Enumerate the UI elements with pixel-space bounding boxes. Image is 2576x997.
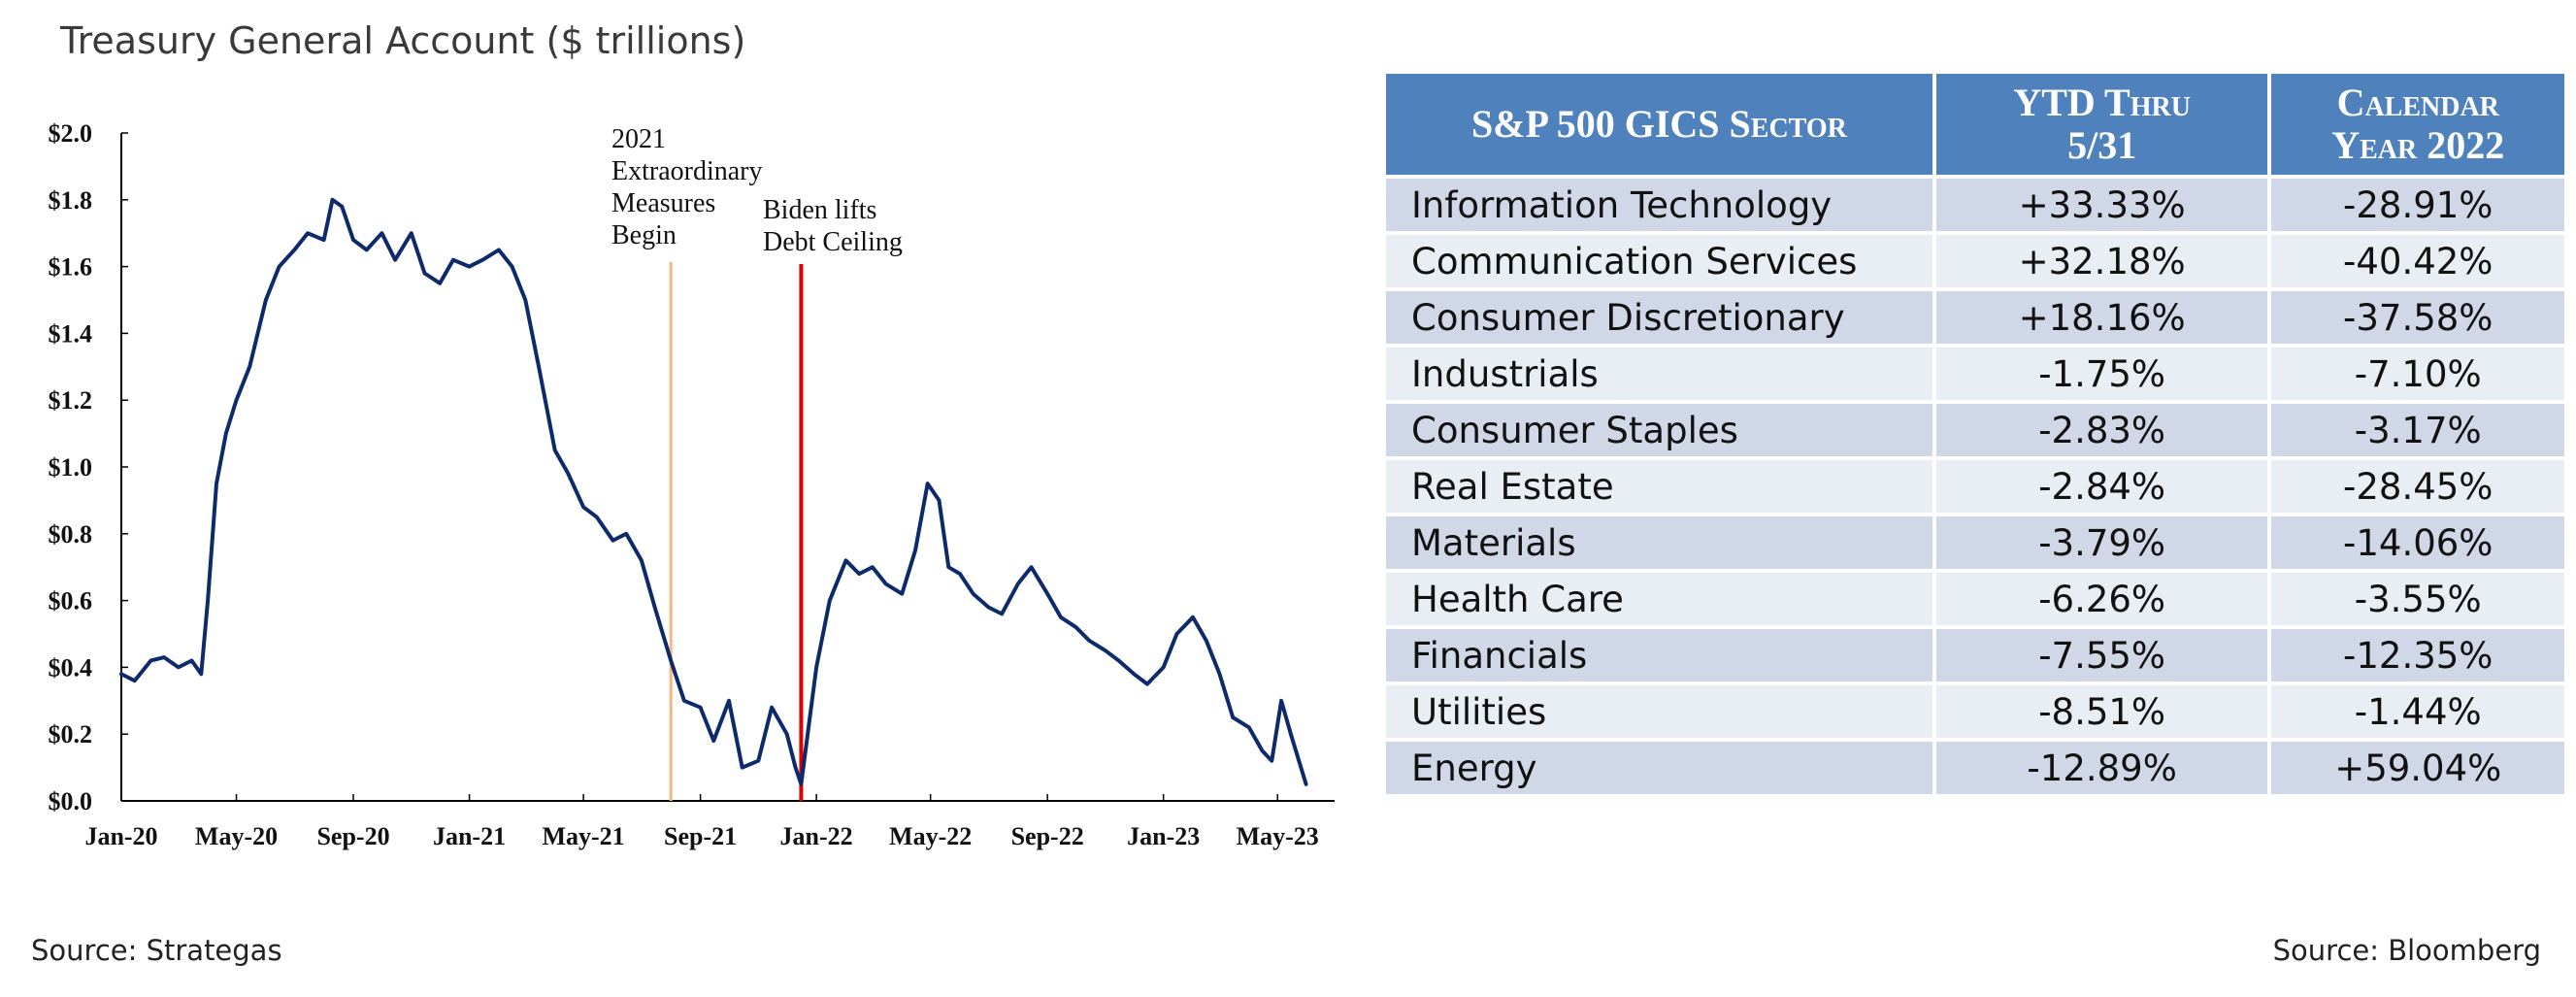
x-tick-label: Sep-21 [664,822,737,850]
sector-name: Industrials [1386,348,1932,400]
table-header-row: S&P 500 GICS Sector YTD Thru 5/31 Calenda… [1386,74,2564,175]
calendar-header-line2: Year 2022 [2331,123,2505,167]
ytd-return: -12.89% [1935,742,2268,794]
calendar-return: -12.35% [2271,629,2564,681]
calendar-return: -37.58% [2271,291,2564,344]
x-tick-label: May-22 [889,822,972,850]
x-tick-label: Jan-20 [84,822,157,850]
ytd-return: +18.16% [1935,291,2268,344]
sector-name: Materials [1386,516,1932,569]
calendar-return: -28.91% [2271,179,2564,231]
x-tick-label: Jan-23 [1127,822,1200,850]
calendar-return: -7.10% [2271,348,2564,400]
sector-column-header: S&P 500 GICS Sector [1386,74,1932,175]
ytd-return: -2.83% [1935,404,2268,456]
calendar-return: -3.17% [2271,404,2564,456]
table-row: Energy -12.89% +59.04% [1386,742,2564,794]
ytd-return: -3.79% [1935,516,2268,569]
sector-name: Consumer Staples [1386,404,1932,456]
ytd-header-line1: YTD Thru [2013,81,2191,124]
sector-returns-table: S&P 500 GICS Sector YTD Thru 5/31 Calenda… [1382,70,2568,798]
ytd-return: -1.75% [1935,348,2268,400]
table-row: Information Technology +33.33% -28.91% [1386,179,2564,231]
ytd-column-header: YTD Thru 5/31 [1935,74,2268,175]
x-tick-label: May-20 [195,822,278,850]
y-tick-label: $0.0 [49,787,93,815]
y-tick-label: $1.2 [49,386,93,415]
y-tick-label: $0.6 [49,587,93,615]
tga-line-chart: $0.0 $0.2 $0.4 $0.6 $0.8 $1.0 $1.2 $1.4 $1.6 $1.8… [49,119,1335,850]
sector-name: Information Technology [1386,179,1932,231]
y-tick-label: $1.6 [49,253,93,282]
ytd-return: -8.51% [1935,685,2268,738]
x-tick-label: Sep-22 [1011,822,1084,850]
calendar-return: +59.04% [2271,742,2564,794]
ytd-header-line2: 5/31 [2067,123,2137,167]
calendar-header-line1: Calendar [2336,81,2499,124]
sector-name: Real Estate [1386,460,1932,513]
calendar-return: -40.42% [2271,235,2564,287]
y-tick-label: $0.2 [49,720,93,748]
source-note-strategas: Source: Strategas [31,934,282,967]
y-tick-label: $1.0 [49,453,93,482]
sector-name: Financials [1386,629,1932,681]
x-tick-label: Jan-21 [433,822,506,850]
y-tick-label: $0.4 [49,653,93,681]
calendar-return: -28.45% [2271,460,2564,513]
sector-name: Communication Services [1386,235,1932,287]
ytd-return: -7.55% [1935,629,2268,681]
ytd-return: +32.18% [1935,235,2268,287]
sector-header-label: S&P 500 GICS Sector [1470,102,1847,146]
table-row: Health Care -6.26% -3.55% [1386,573,2564,625]
x-tick-label: Sep-20 [316,822,389,850]
table-row: Consumer Discretionary +18.16% -37.58% [1386,291,2564,344]
calendar-return: -14.06% [2271,516,2564,569]
x-tick-label: May-21 [542,822,624,850]
table-row: Consumer Staples -2.83% -3.17% [1386,404,2564,456]
table-row: Communication Services +32.18% -40.42% [1386,235,2564,287]
sector-name: Consumer Discretionary [1386,291,1932,344]
y-tick-label: $0.8 [49,520,93,548]
sector-name: Utilities [1386,685,1932,738]
calendar-column-header: Calendar Year 2022 [2271,74,2564,175]
y-tick-label: $1.4 [49,319,93,348]
table-row: Materials -3.79% -14.06% [1386,516,2564,569]
table-row: Industrials -1.75% -7.10% [1386,348,2564,400]
y-tick-label: $2.0 [49,119,93,148]
calendar-return: -1.44% [2271,685,2564,738]
y-tick-label: $1.8 [49,186,93,215]
x-tick-label: Jan-22 [780,822,853,850]
tga-series-line [119,197,1308,786]
annotation-debt-ceiling-label: Biden lifts Debt Ceiling [763,195,903,257]
calendar-return: -3.55% [2271,573,2564,625]
sector-name: Energy [1386,742,1932,794]
chart-title: Treasury General Account ($ trillions) [60,19,746,62]
ytd-return: -6.26% [1935,573,2268,625]
annotation-extraordinary-measures-label: 2021 Extraordinary Measures Begin [611,124,763,250]
sector-name: Health Care [1386,573,1932,625]
x-tick-label: May-23 [1237,822,1319,850]
table-row: Utilities -8.51% -1.44% [1386,685,2564,738]
source-note-bloomberg: Source: Bloomberg [2272,934,2541,967]
ytd-return: +33.33% [1935,179,2268,231]
table-row: Financials -7.55% -12.35% [1386,629,2564,681]
ytd-return: -2.84% [1935,460,2268,513]
table-row: Real Estate -2.84% -28.45% [1386,460,2564,513]
